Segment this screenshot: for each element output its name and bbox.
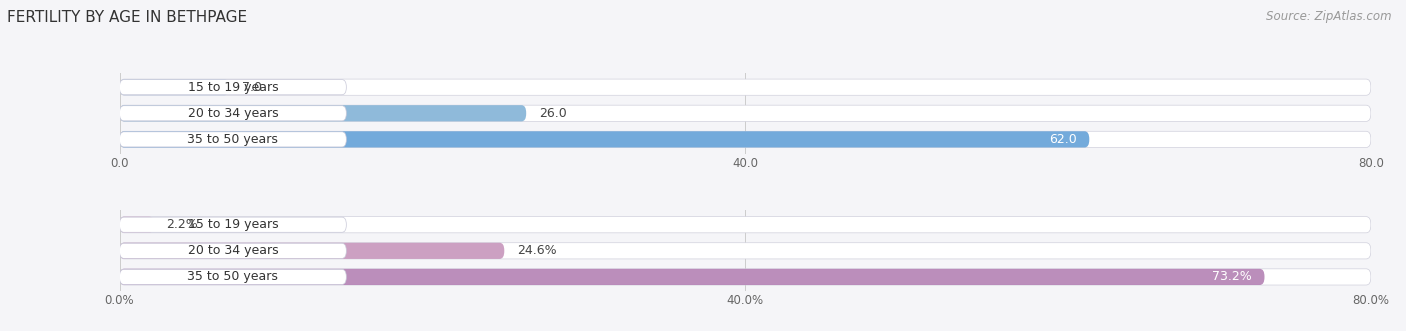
FancyBboxPatch shape [120, 269, 1371, 285]
Text: 2.2%: 2.2% [166, 218, 198, 231]
FancyBboxPatch shape [120, 80, 346, 95]
Text: 35 to 50 years: 35 to 50 years [187, 270, 278, 283]
FancyBboxPatch shape [120, 216, 153, 233]
Text: 24.6%: 24.6% [517, 244, 557, 257]
Text: 35 to 50 years: 35 to 50 years [187, 133, 278, 146]
FancyBboxPatch shape [120, 131, 1090, 148]
FancyBboxPatch shape [120, 132, 346, 147]
FancyBboxPatch shape [120, 269, 1264, 285]
FancyBboxPatch shape [120, 217, 346, 232]
Text: 26.0: 26.0 [538, 107, 567, 120]
FancyBboxPatch shape [120, 79, 229, 95]
FancyBboxPatch shape [120, 106, 346, 121]
FancyBboxPatch shape [120, 105, 1371, 121]
Text: 20 to 34 years: 20 to 34 years [187, 107, 278, 120]
FancyBboxPatch shape [120, 105, 526, 121]
FancyBboxPatch shape [120, 79, 1371, 95]
Text: FERTILITY BY AGE IN BETHPAGE: FERTILITY BY AGE IN BETHPAGE [7, 10, 247, 25]
FancyBboxPatch shape [120, 243, 346, 259]
Text: 62.0: 62.0 [1049, 133, 1077, 146]
Text: 73.2%: 73.2% [1212, 270, 1251, 283]
Text: 7.0: 7.0 [242, 81, 262, 94]
FancyBboxPatch shape [120, 216, 1371, 233]
Text: 20 to 34 years: 20 to 34 years [187, 244, 278, 257]
Text: Source: ZipAtlas.com: Source: ZipAtlas.com [1267, 10, 1392, 23]
FancyBboxPatch shape [120, 243, 505, 259]
Text: 15 to 19 years: 15 to 19 years [187, 81, 278, 94]
Text: 15 to 19 years: 15 to 19 years [187, 218, 278, 231]
FancyBboxPatch shape [120, 131, 1371, 148]
FancyBboxPatch shape [120, 243, 1371, 259]
FancyBboxPatch shape [120, 269, 346, 284]
